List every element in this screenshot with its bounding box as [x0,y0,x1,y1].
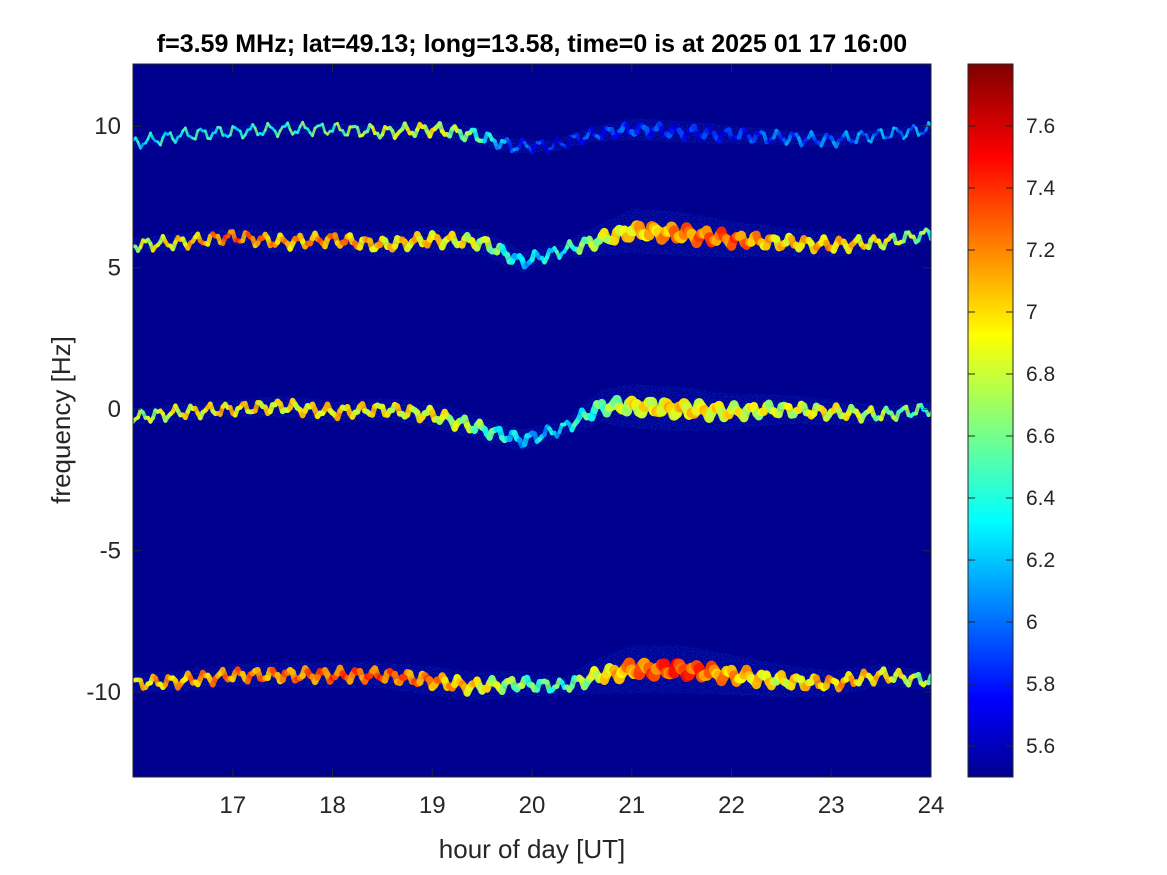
colorbar-tick-label: 5.6 [1026,735,1055,758]
trace-segment [193,129,200,141]
x-tick-label: 19 [419,792,446,819]
x-tick-label: 22 [718,792,745,819]
x-tick-label: 20 [519,792,546,819]
trace-envelope [133,118,931,154]
y-tick-label: -10 [86,679,121,706]
colorbar-tick-label: 7 [1026,301,1038,324]
y-axis: 10 5 0 -5 -10 [86,113,931,706]
x-axis: 17 18 19 20 21 22 23 24 [219,64,944,819]
trace-envelope [133,645,931,702]
trace-segment [321,122,327,134]
y-axis-label: frequency [Hz] [46,336,76,504]
trace-segment [889,126,895,138]
y-tick-label: -5 [100,538,121,565]
colorbar [967,63,1014,778]
colorbar-tick-label: 5.8 [1026,673,1055,696]
colorbar-tick-label: 6 [1026,611,1038,634]
trace-line_0Hz [133,384,931,452]
trace-segment [228,125,235,137]
trace-segment [218,126,225,137]
trace-envelope [133,208,931,274]
x-tick-label: 23 [818,792,845,819]
trace-segment [879,128,885,140]
x-axis-label: hour of day [UT] [439,834,625,864]
colorbar-tick-label: 6.8 [1026,363,1055,386]
y-tick-label: 5 [108,255,121,282]
colorbar-ticks: 5.6 5.8 6 6.2 6.4 6.6 6.8 7 7.2 7.4 7.6 [968,115,1056,758]
x-tick-label: 24 [918,792,945,819]
y-tick-label: 0 [108,396,121,423]
trace-line_+10Hz [133,118,931,155]
trace-line_+6Hz [133,208,931,274]
colorbar-tick-label: 7.2 [1026,239,1055,262]
colorbar-tick-label: 6.2 [1026,549,1055,572]
chart-title: f=3.59 MHz; lat=49.13; long=13.58, time=… [157,30,907,58]
colorbar-tick-label: 6.6 [1026,425,1055,448]
colorbar-tick-label: 7.4 [1026,177,1056,200]
colorbar-tick-label: 6.4 [1026,487,1056,510]
x-tick-label: 17 [219,792,246,819]
x-tick-label: 21 [618,792,645,819]
spectral-traces [133,118,931,702]
x-tick-label: 18 [319,792,346,819]
y-tick-label: 10 [94,113,121,140]
trace-line_-10Hz [133,645,931,702]
colorbar-tick-label: 7.6 [1026,115,1055,138]
